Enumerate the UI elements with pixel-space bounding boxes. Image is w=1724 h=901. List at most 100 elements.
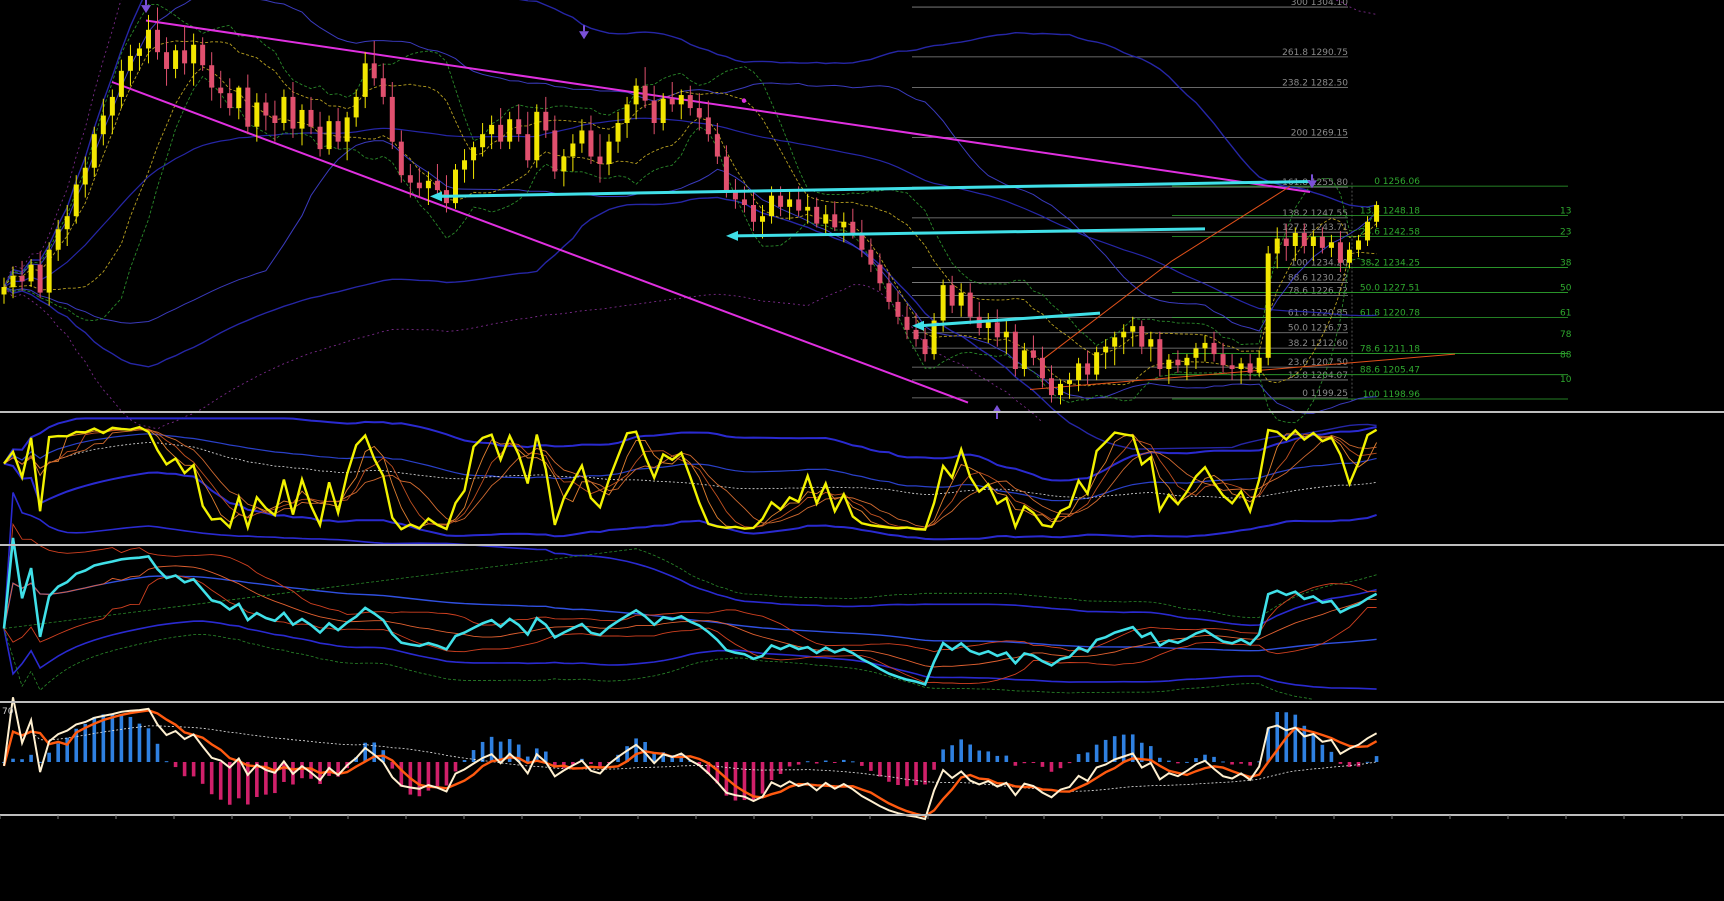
candle-body	[642, 85, 648, 101]
candle-body	[109, 96, 115, 116]
candle-body	[633, 85, 639, 105]
candle-body	[543, 111, 549, 131]
candle-body	[1148, 339, 1154, 347]
fib-green-label: 23.6 1242.58	[1360, 227, 1420, 237]
candle-body	[164, 52, 170, 69]
fib-grey-label: 88.6 1230.22	[1288, 273, 1348, 283]
candle-body	[155, 29, 161, 53]
candle-body	[1048, 378, 1054, 396]
candle-body	[1003, 331, 1009, 338]
histogram-bar	[390, 762, 395, 769]
histogram-bar	[399, 762, 404, 787]
candle-body	[705, 117, 711, 135]
osc2-envelope-line	[3, 492, 1377, 629]
candle-body	[669, 98, 675, 105]
candle-body	[136, 48, 142, 56]
histogram-bar	[264, 762, 268, 795]
candle-body	[624, 104, 630, 123]
fib-green-label: 78.6 1211.18	[1360, 344, 1420, 354]
candle-body	[434, 180, 440, 191]
candle-body	[967, 292, 973, 317]
histogram-bar	[164, 761, 169, 763]
osc1-signal-line	[3, 428, 1377, 529]
channel-marker	[741, 98, 747, 103]
candle-body	[1103, 346, 1109, 353]
fib-grey-label: 50.0 1216.73	[1288, 324, 1348, 334]
candle-body	[1094, 352, 1100, 375]
histogram-bar	[697, 762, 702, 767]
histogram-bar	[426, 762, 431, 791]
histogram-bar	[1347, 762, 1352, 767]
histogram-bar	[246, 762, 250, 805]
histogram-bar	[255, 762, 259, 797]
candle-body	[200, 44, 206, 66]
fib-grey-label: 138.2 1247.55	[1282, 209, 1348, 219]
candle-body	[416, 182, 422, 189]
candle-body	[290, 96, 296, 129]
candle-body	[272, 115, 278, 123]
candle-body	[1157, 339, 1163, 369]
histogram-bar	[1158, 757, 1162, 762]
histogram-bar	[1094, 744, 1099, 762]
fib-right-label: 61	[1560, 309, 1571, 319]
histogram-bar	[1176, 762, 1180, 764]
osc2-signal-line	[3, 574, 1377, 685]
orange-rise-line	[1171, 185, 1291, 262]
histogram-bar	[679, 755, 684, 762]
histogram-bar	[607, 762, 611, 764]
histogram-bar	[1212, 756, 1216, 762]
candle-body	[886, 283, 892, 302]
candle-body	[344, 117, 350, 142]
histogram-bar	[914, 762, 918, 786]
histogram-bar	[589, 762, 593, 765]
candle-body	[1030, 350, 1036, 358]
candle-body	[1112, 337, 1118, 347]
histogram-bar	[1365, 761, 1370, 763]
histogram-bar	[1194, 758, 1198, 762]
candle-body	[696, 108, 702, 118]
candle-body	[1337, 242, 1343, 263]
histogram-bar	[1058, 762, 1063, 769]
histogram-bar	[507, 739, 512, 762]
candle-body	[750, 205, 756, 222]
histogram-bar	[661, 752, 665, 762]
cyan-arrow-head	[726, 230, 738, 241]
candle-body	[471, 147, 477, 161]
candle-body	[1310, 236, 1316, 246]
histogram-bar	[1266, 728, 1270, 762]
histogram-bar	[435, 762, 440, 787]
fib-green-label: 38.2 1234.25	[1360, 258, 1420, 268]
osc2-signal-line	[3, 522, 1377, 653]
histogram-bar	[1221, 761, 1225, 763]
histogram-bar	[787, 762, 792, 767]
fib-grey-label: 78.6 1226.72	[1288, 286, 1348, 296]
candle-body	[1085, 363, 1091, 375]
histogram-bar	[544, 751, 548, 762]
histogram-bar	[941, 749, 945, 762]
candle-body	[895, 301, 901, 317]
histogram-bar	[300, 762, 304, 779]
candle-body	[489, 124, 495, 135]
histogram-bar	[905, 762, 909, 787]
candle-body	[678, 95, 684, 105]
oscillator-panel-3: 70	[2, 697, 1379, 821]
histogram-bar	[634, 738, 638, 762]
candle-body	[823, 214, 829, 224]
histogram-bar	[110, 714, 115, 762]
histogram-bar	[959, 739, 963, 762]
fib-right-label: 13	[1560, 207, 1571, 217]
histogram-bar	[209, 762, 214, 795]
histogram-bar	[480, 741, 485, 762]
candle-body	[660, 98, 666, 123]
candle-body	[118, 70, 124, 97]
candle-body	[1021, 350, 1027, 369]
cyan-arrow-line	[437, 180, 1311, 198]
candle-body	[1319, 236, 1325, 248]
histogram-bar	[155, 743, 160, 762]
histogram-bar	[995, 755, 1000, 762]
fib-green-label: 88.6 1205.47	[1360, 366, 1420, 376]
candle-body	[425, 180, 431, 189]
candle-body	[1238, 363, 1244, 369]
candle-body	[19, 275, 25, 282]
